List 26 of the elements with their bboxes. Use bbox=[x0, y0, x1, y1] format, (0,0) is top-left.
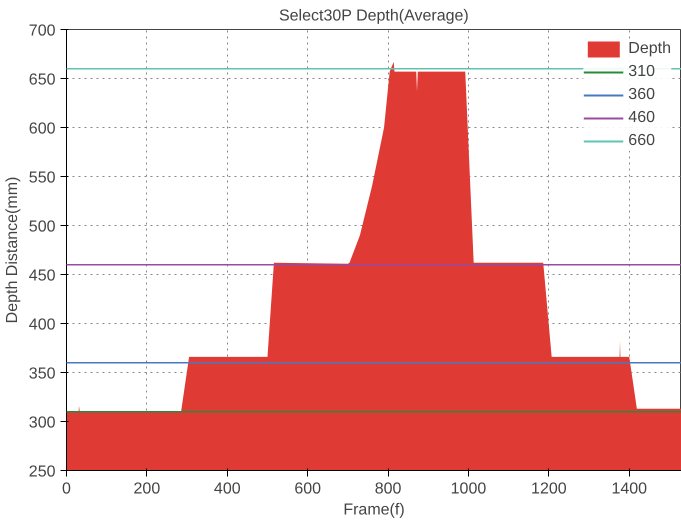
legend-label: 660 bbox=[628, 132, 655, 150]
y-tick-label: 450 bbox=[28, 268, 56, 284]
x-tick-label: 0 bbox=[62, 480, 72, 498]
x-tick-label: 800 bbox=[374, 480, 402, 498]
x-tick-label: 1400 bbox=[611, 480, 648, 498]
x-tick-label: 400 bbox=[214, 480, 241, 498]
y-tick-label: 300 bbox=[28, 414, 56, 432]
x-tick-label: 200 bbox=[134, 480, 160, 498]
x-tick-label: 1200 bbox=[531, 480, 567, 498]
legend-label: 360 bbox=[628, 86, 655, 104]
y-tick-label: 500 bbox=[28, 218, 56, 236]
x-tick-label: 1000 bbox=[450, 480, 486, 498]
x-tick-label: 600 bbox=[294, 480, 322, 498]
chart-title: Select30P Depth(Average) bbox=[278, 8, 469, 24]
y-tick-label: 650 bbox=[28, 72, 56, 88]
legend-label: 460 bbox=[628, 109, 655, 127]
y-tick-label: 550 bbox=[28, 170, 56, 186]
legend-label: 310 bbox=[628, 63, 655, 81]
y-tick-label: 400 bbox=[28, 316, 56, 334]
y-tick-label: 600 bbox=[28, 120, 56, 138]
y-tick-label: 250 bbox=[28, 464, 56, 480]
y-axis-title: Depth Distance(mm) bbox=[4, 176, 21, 324]
y-tick-label: 700 bbox=[28, 22, 56, 40]
x-axis-title: Frame(f) bbox=[343, 502, 405, 518]
legend-label: Depth bbox=[628, 40, 671, 58]
y-tick-label: 350 bbox=[28, 366, 56, 382]
